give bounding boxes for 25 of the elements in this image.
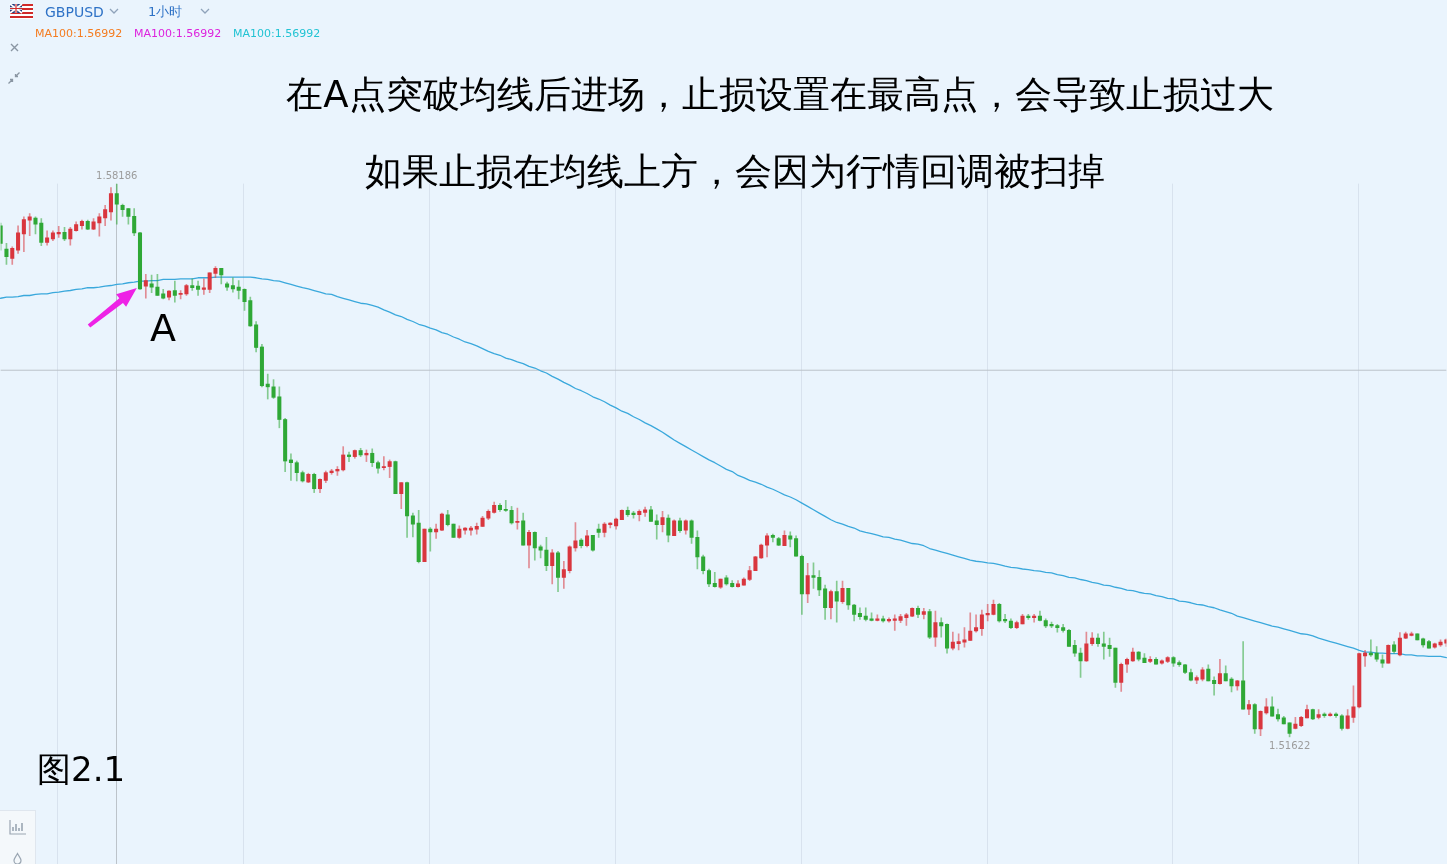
candlestick [939,617,944,638]
candlestick [712,571,717,588]
annotation: A [150,306,176,350]
candlestick [190,278,195,291]
candlestick [654,514,659,540]
candlestick [1212,676,1217,696]
text: MA100:1.56992 [233,27,321,40]
text: 1.51622 [1268,740,1311,752]
text: MA100:1.56992 [134,27,222,40]
text: MA100:1.56992 [35,27,123,40]
text: GBPUSD [45,4,104,20]
annotation: 如果止损在均线上方，会因为行情回调被扫掉 [365,150,1105,193]
candlestick [1101,631,1106,660]
candlestick [381,456,386,471]
candlestick [834,580,839,623]
candlestick [503,500,508,512]
text: 1.58186 [96,169,138,181]
candlestick [892,614,897,631]
text: 在A点突破均线后进场，止损设置在最高点，会导致止损过大 [286,73,1274,116]
text: 1小时 [148,4,183,19]
candlestick [143,274,148,299]
candlestick [27,213,32,237]
caption: 图2.1 [37,749,126,789]
candlestick [201,278,206,295]
candlestick [857,607,862,620]
